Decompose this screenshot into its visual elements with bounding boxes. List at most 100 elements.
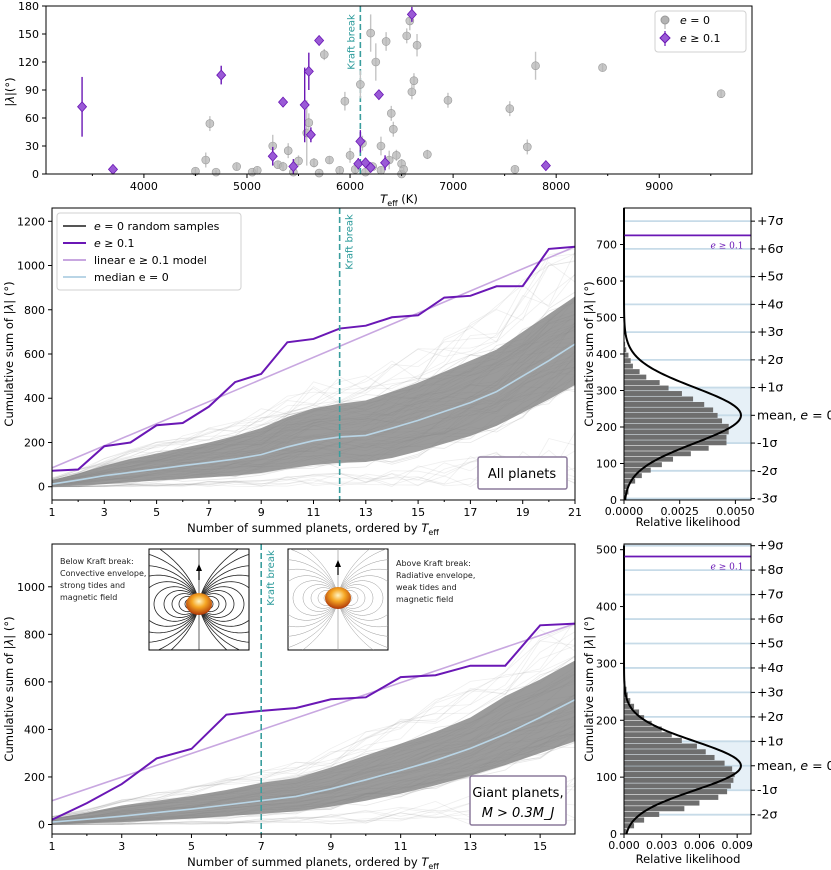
x-tick-label: 1 <box>49 506 56 519</box>
point-e0 <box>376 141 386 151</box>
sample-line <box>52 273 575 480</box>
point-ecc <box>288 160 299 173</box>
x-tick-label: 15 <box>411 506 425 519</box>
above-note-line1: Above Kraft break: <box>396 559 471 568</box>
point-e0 <box>278 162 288 171</box>
giant-planets-text: Giant planets, <box>472 786 563 801</box>
legend-marker-ecc <box>659 32 671 44</box>
x-tick-label: 15 <box>533 840 547 853</box>
point-ecc <box>216 69 227 81</box>
legend-marker-e0 <box>660 15 670 25</box>
y-tick-label: 0 <box>610 828 617 841</box>
point-e0 <box>366 28 375 38</box>
field-line <box>288 549 339 648</box>
point-e0 <box>371 57 381 67</box>
field-line <box>337 549 388 648</box>
giant-planets-label: Giant planets, M > 0.3M_J <box>469 775 567 826</box>
x-tick-label: 13 <box>359 506 373 519</box>
legend-linear: linear e ≥ 0.1 model <box>94 254 207 267</box>
hist-bar <box>624 754 715 761</box>
median-line <box>52 343 575 485</box>
field-line <box>337 575 388 621</box>
top-ticks: 4000 5000 6000 7000 8000 9000 0 30 60 90 120 150 180 <box>18 0 712 193</box>
point-e0 <box>283 146 293 155</box>
hist-bar <box>624 418 723 424</box>
hist-bar <box>624 772 735 778</box>
y-tick-label: 600 <box>24 348 45 361</box>
field-line <box>337 549 374 650</box>
above-note-line2: Radiative envelope, <box>396 571 475 580</box>
point-e0 <box>314 168 324 178</box>
x-tick-label: 7000 <box>439 180 467 193</box>
sample-line <box>52 261 575 479</box>
top-axes-frame <box>45 5 753 175</box>
convective-star-illustration <box>148 548 250 651</box>
hist-bar <box>624 794 719 800</box>
sigma-label: mean, e = 0 <box>757 407 831 422</box>
all-planets-label: All planets <box>477 456 568 490</box>
sample-line <box>52 631 575 818</box>
field-line <box>198 553 249 650</box>
x-tick-label: 1 <box>49 840 56 853</box>
y-tick-label: 150 <box>18 28 39 41</box>
x-tick-label: 7 <box>258 840 265 853</box>
y-tick-label: 200 <box>596 421 617 434</box>
sample-line <box>52 629 575 817</box>
hist-bar <box>624 777 734 783</box>
x-tick-label: 11 <box>394 840 408 853</box>
point-ecc <box>355 135 366 147</box>
y-tick-label: 600 <box>596 275 617 288</box>
kraft-break-label: Kraft break <box>346 14 357 70</box>
point-e0 <box>407 87 417 97</box>
x-tick-label: 0.0050 <box>716 505 755 518</box>
top-legend-e0: e = 0 <box>680 14 710 27</box>
legend-ecc: e ≥ 0.1 <box>94 237 135 250</box>
hist-bar <box>624 434 727 440</box>
x-tick-label: 21 <box>568 506 582 519</box>
all-planets-text: All planets <box>488 467 556 482</box>
sigma-label: +3σ <box>757 324 783 339</box>
point-ecc <box>365 161 376 174</box>
sigma-label: +7σ <box>757 587 783 602</box>
bottom-hist-xlabel: Relative likelihood <box>636 852 741 866</box>
x-tick-label: 0.006 <box>684 839 716 852</box>
star-icon <box>186 593 212 615</box>
point-e0 <box>340 96 350 106</box>
middle-ylabel: Cumulative sum of |λ| (°) <box>2 281 16 426</box>
sigma-label: +2σ <box>757 352 783 367</box>
sample-band <box>52 660 575 825</box>
y-tick-label: 400 <box>24 723 45 736</box>
point-e0 <box>598 63 607 72</box>
x-tick-label: 6000 <box>336 180 364 193</box>
point-e0 <box>531 61 540 71</box>
legend-median: median e = 0 <box>94 271 169 284</box>
y-tick-label: 200 <box>24 771 45 784</box>
point-e0 <box>356 80 365 89</box>
hist-bar <box>624 456 674 462</box>
sample-line <box>52 260 575 481</box>
x-tick-label: 0.000 <box>608 839 640 852</box>
point-ecc <box>406 8 417 20</box>
hist-bar <box>624 732 672 738</box>
point-e0 <box>505 104 515 113</box>
y-tick-label: 180 <box>18 0 39 13</box>
field-line <box>288 568 339 628</box>
sample-line <box>52 253 575 479</box>
hist-bar <box>624 806 685 812</box>
point-e0 <box>716 89 726 99</box>
sample-line <box>52 274 575 479</box>
y-tick-label: 200 <box>596 714 617 727</box>
ecc-line <box>52 622 575 821</box>
field-line <box>158 549 200 650</box>
field-line <box>337 559 388 637</box>
hist-bar <box>624 766 733 772</box>
hist-bar <box>624 484 629 490</box>
hist-bar <box>624 396 694 402</box>
ecc-value-label: e ≥ 0.1 <box>711 563 744 573</box>
sample-line <box>52 251 575 479</box>
hist-bar <box>624 783 731 789</box>
hist-bar <box>624 429 729 435</box>
middle-hist-xlabel: Relative likelihood <box>636 515 741 529</box>
field-line <box>153 586 200 622</box>
